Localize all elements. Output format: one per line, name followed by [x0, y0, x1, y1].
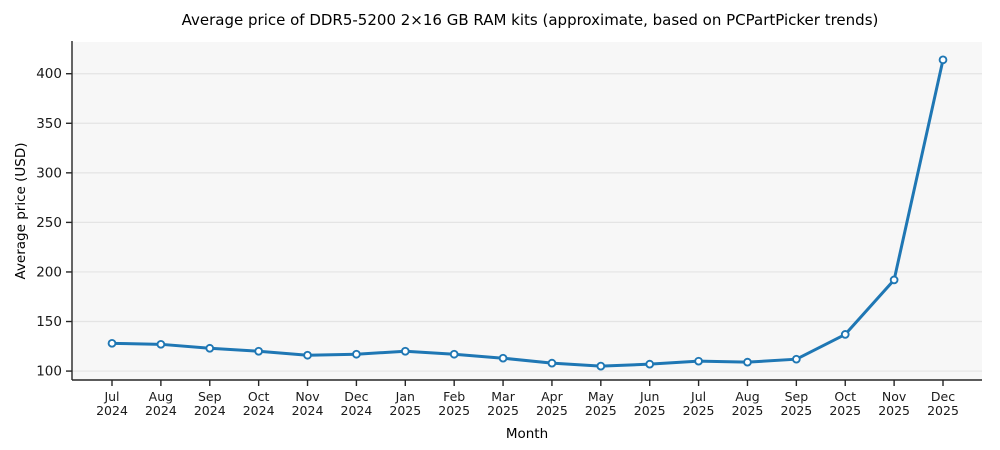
y-tick-label: 200	[36, 264, 62, 280]
x-tick-label-month: Jul	[690, 389, 706, 404]
data-point-marker	[889, 275, 899, 285]
x-tick-label-year: 2024	[292, 403, 324, 418]
x-tick-label-year: 2025	[732, 403, 764, 418]
x-tick-label-year: 2025	[438, 403, 470, 418]
plot-background	[72, 42, 982, 380]
data-point-marker	[596, 361, 606, 371]
data-point-marker	[792, 354, 801, 364]
x-tick-label-month: Jun	[639, 389, 660, 404]
x-tick-label-month: May	[588, 389, 614, 404]
x-tick-label-month: Aug	[149, 389, 173, 404]
x-tick-label-month: Oct	[834, 389, 856, 404]
x-tick-label-month: Dec	[931, 389, 955, 404]
chart-plot-area: 100150200250300350400Jul2024Aug2024Sep20…	[36, 41, 982, 418]
x-tick-label-month: Nov	[295, 389, 320, 404]
x-tick-label-year: 2024	[96, 403, 128, 418]
x-tick-label-month: Nov	[882, 389, 907, 404]
x-tick-label-year: 2024	[341, 403, 373, 418]
x-tick-label-year: 2025	[585, 403, 617, 418]
y-axis-label: Average price (USD)	[13, 143, 29, 280]
data-point-marker	[107, 338, 117, 348]
y-tick-label: 400	[36, 66, 62, 82]
y-tick-label: 350	[36, 116, 62, 132]
x-tick-label-month: Jan	[395, 389, 415, 404]
chart-title: Average price of DDR5-5200 2×16 GB RAM k…	[182, 11, 879, 29]
x-tick-label-year: 2025	[634, 403, 666, 418]
x-tick-label-year: 2025	[487, 403, 519, 418]
x-tick-label-month: Dec	[344, 389, 368, 404]
x-tick-label-year: 2025	[683, 403, 715, 418]
x-tick-label-year: 2024	[194, 403, 226, 418]
x-axis-label: Month	[506, 426, 548, 442]
data-point-marker	[303, 350, 312, 360]
data-point-marker	[645, 359, 655, 369]
x-tick-label-year: 2025	[536, 403, 568, 418]
y-tick-label: 150	[36, 314, 62, 330]
x-tick-label-month: Sep	[198, 389, 222, 404]
x-tick-label-month: Sep	[785, 389, 809, 404]
data-point-marker	[938, 55, 948, 65]
data-point-marker	[743, 357, 752, 367]
data-point-marker	[156, 339, 166, 349]
data-point-marker	[400, 346, 410, 356]
data-point-marker	[547, 358, 557, 368]
data-point-marker	[254, 346, 263, 356]
y-tick-label: 250	[36, 215, 62, 231]
price-line	[110, 58, 945, 368]
x-tick-label-month: Feb	[443, 389, 465, 404]
data-point-marker	[449, 349, 459, 359]
data-point-marker	[694, 356, 703, 366]
x-tick-label-month: Aug	[735, 389, 759, 404]
data-point-marker	[352, 349, 361, 359]
y-tick-label: 100	[36, 364, 62, 380]
x-tick-label-month: Jul	[103, 389, 119, 404]
x-tick-label-year: 2025	[389, 403, 421, 418]
x-tick-label-year: 2025	[878, 403, 910, 418]
x-tick-label-year: 2024	[243, 403, 275, 418]
data-point-marker	[498, 353, 508, 363]
x-tick-label-month: Oct	[248, 389, 270, 404]
x-tick-label-year: 2025	[829, 403, 861, 418]
x-tick-label-year: 2025	[927, 403, 959, 418]
x-tick-label-month: Mar	[491, 389, 515, 404]
y-tick-label: 300	[36, 165, 62, 181]
x-tick-label-month: Apr	[541, 389, 563, 404]
x-tick-label-year: 2024	[145, 403, 177, 418]
data-point-marker	[840, 330, 850, 339]
x-tick-label-year: 2025	[780, 403, 812, 418]
data-point-marker	[205, 343, 215, 353]
